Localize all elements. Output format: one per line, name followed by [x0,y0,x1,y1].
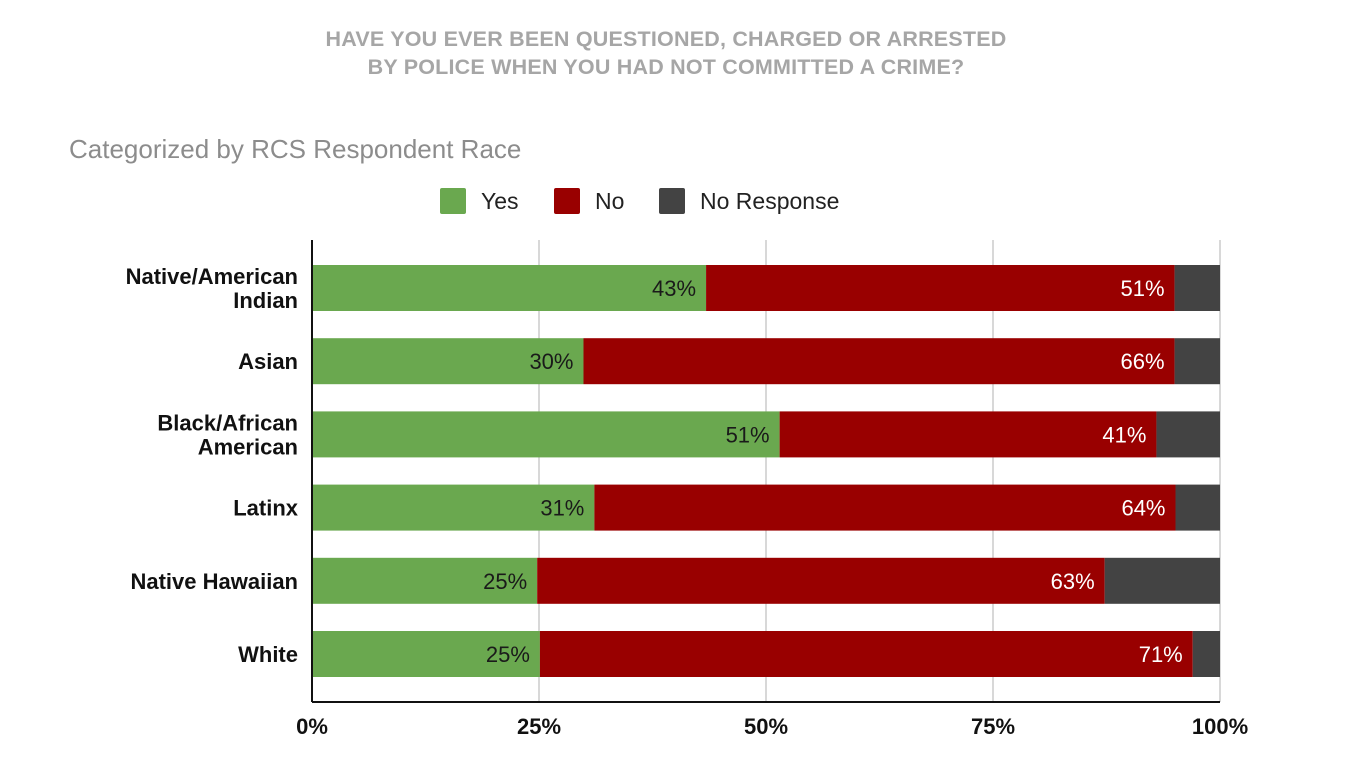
bar-no-response-0 [1174,265,1220,311]
bar-no-3 [594,484,1176,531]
data-label-yes-1: 30% [529,349,573,374]
bar-no-5 [539,631,1193,677]
category-label-0: Native/American Indian [126,264,298,313]
x-tick-label-0: 0% [296,714,328,739]
bar-yes-4 [312,557,538,604]
x-tick-label-100: 100% [1192,714,1248,739]
x-tick-label-25: 25% [517,714,561,739]
legend-swatch-no-response [659,188,685,214]
data-label-no-0: 51% [1121,276,1165,301]
category-label-4: Native Hawaiian [130,569,298,594]
category-label-3: Latinx [233,496,299,521]
x-tick-label-50: 50% [744,714,788,739]
data-label-no-4: 63% [1051,569,1095,594]
bar-yes-1 [312,338,584,385]
bar-yes-5 [312,631,540,677]
bar-no-response-1 [1174,338,1220,385]
category-label-5: White [238,642,298,667]
category-label-line: Indian [233,288,298,313]
bar-yes-2 [312,411,780,458]
category-label-line: Black/African [157,410,298,435]
data-label-yes-5: 25% [486,642,530,667]
data-label-yes-4: 25% [483,569,527,594]
legend-label-no: No [595,188,624,214]
bar-yes-3 [312,484,595,531]
bar-no-4 [537,557,1105,604]
bar-no-response-5 [1192,631,1220,677]
chart-subtitle: Categorized by RCS Respondent Race [69,134,522,164]
category-label-line: American [198,434,298,459]
category-label-1: Asian [238,349,298,374]
chart-title-line-1: HAVE YOU EVER BEEN QUESTIONED, CHARGED O… [325,27,1007,51]
category-label-2: Black/African American [157,410,298,459]
data-label-no-1: 66% [1121,349,1165,374]
data-label-no-2: 41% [1102,422,1146,447]
data-label-no-3: 64% [1121,496,1165,521]
bar-no-response-4 [1104,557,1220,604]
data-label-no-5: 71% [1139,642,1183,667]
legend-swatch-yes [440,188,466,214]
chart-title-line-2: BY POLICE WHEN YOU HAD NOT COMMITTED A C… [367,55,965,79]
legend-label-yes: Yes [481,188,519,214]
bar-no-response-2 [1156,411,1220,458]
bar-no-2 [779,411,1157,458]
bar-no-1 [583,338,1175,385]
bar-yes-0 [312,265,707,311]
category-label-line: Native/American [126,264,298,289]
data-label-yes-0: 43% [652,276,696,301]
data-label-yes-2: 51% [726,422,770,447]
x-tick-label-75: 75% [971,714,1015,739]
legend-label-no-response: No Response [700,188,839,214]
data-label-yes-3: 31% [540,496,584,521]
legend-swatch-no [554,188,580,214]
bar-no-0 [706,265,1175,311]
bar-no-response-3 [1175,484,1220,531]
